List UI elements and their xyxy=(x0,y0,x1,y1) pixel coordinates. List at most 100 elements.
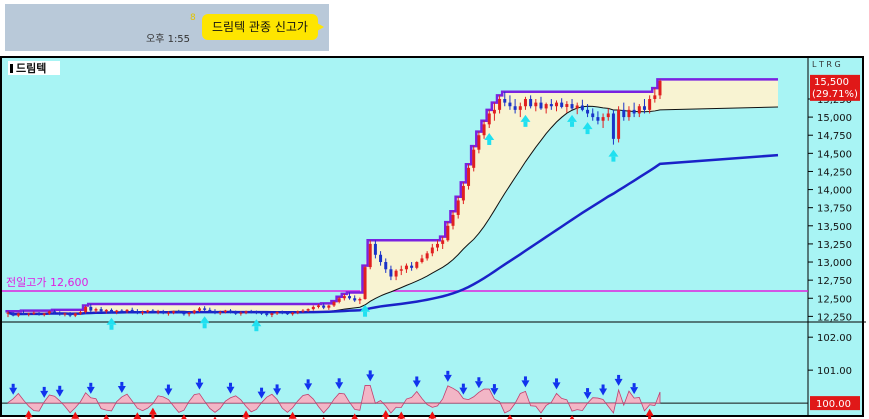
candle-body xyxy=(348,296,351,298)
candle-body xyxy=(431,248,434,254)
candle-body xyxy=(607,113,610,117)
message-time: 오후 1:55 xyxy=(146,30,190,45)
candle-body xyxy=(126,310,129,311)
candle-body xyxy=(565,104,568,107)
candle-body xyxy=(100,309,103,311)
arrow-up-icon xyxy=(568,415,576,419)
candle-body xyxy=(395,271,398,277)
candle-body xyxy=(483,124,486,135)
candle-body xyxy=(571,104,574,108)
arrow-down-stem xyxy=(617,375,620,379)
candle-body xyxy=(627,110,630,117)
candle-body xyxy=(17,313,20,315)
candle-body xyxy=(219,312,222,313)
arrow-down-icon xyxy=(87,387,95,394)
signal-arrow-up-icon xyxy=(608,150,618,157)
candle-body xyxy=(250,311,253,312)
arrow-up-icon xyxy=(351,413,359,419)
candle-body xyxy=(255,312,258,313)
signal-arrow-up-icon xyxy=(251,319,261,326)
arrow-down-stem xyxy=(58,386,61,390)
candle-body xyxy=(89,307,92,311)
signal-arrow-up-icon xyxy=(200,316,210,323)
price-tick-label: 14,500 xyxy=(817,149,852,160)
candle-body xyxy=(405,266,408,270)
candle-body xyxy=(79,312,82,313)
candle-body xyxy=(467,168,470,186)
candle-body xyxy=(462,186,465,200)
arrow-down-stem xyxy=(338,378,341,382)
candle-body xyxy=(213,311,216,312)
candle-body xyxy=(286,313,289,314)
arrow-down-icon xyxy=(444,375,452,382)
arrow-down-icon xyxy=(599,388,607,395)
candle-body xyxy=(265,313,268,314)
candle-body xyxy=(653,95,656,99)
arrow-down-icon xyxy=(118,386,126,393)
cloud-area xyxy=(8,79,778,314)
candle-body xyxy=(519,106,522,110)
candle-body xyxy=(503,99,506,103)
candle-body xyxy=(245,311,248,312)
arrow-up-icon xyxy=(646,409,654,416)
candle-body xyxy=(498,99,501,110)
candle-body xyxy=(188,313,191,314)
candle-body xyxy=(633,110,636,114)
arrow-up-icon xyxy=(506,414,514,419)
candle-body xyxy=(602,117,605,121)
chat-message-bubble[interactable]: 드림텍 관종 신고가 xyxy=(202,14,318,40)
arrow-down-icon xyxy=(459,388,467,395)
candle-body xyxy=(560,103,563,107)
candle-body xyxy=(477,135,480,149)
candle-body xyxy=(203,308,206,309)
arrow-down-stem xyxy=(602,384,605,388)
arrow-down-icon xyxy=(164,389,172,396)
candle-body xyxy=(177,311,180,312)
candle-body xyxy=(648,99,651,110)
stock-chart[interactable]: L T R G12,25012,50012,75013,00013,25013,… xyxy=(2,58,866,419)
arrow-down-stem xyxy=(229,383,232,387)
price-tick-label: 14,000 xyxy=(817,186,852,197)
candle-body xyxy=(53,311,56,312)
candle-body xyxy=(281,312,284,313)
candle-body xyxy=(358,299,361,300)
candle-body xyxy=(612,113,615,138)
arrow-down-stem xyxy=(415,376,418,380)
candle-body xyxy=(617,110,620,139)
candle-body xyxy=(508,103,511,107)
candle-body xyxy=(338,298,341,302)
candle-body xyxy=(514,106,517,110)
candle-body xyxy=(317,306,320,307)
candle-body xyxy=(410,266,413,268)
signal-arrow-stem xyxy=(611,157,615,162)
candle-body xyxy=(172,311,175,312)
arrow-down-icon xyxy=(304,383,312,390)
signal-arrow-up-icon xyxy=(583,122,593,129)
candle-body xyxy=(333,302,336,306)
price-tick-label: 12,750 xyxy=(817,276,852,287)
candle-body xyxy=(162,311,165,313)
arrow-down-stem xyxy=(307,379,310,383)
arrow-down-stem xyxy=(369,370,372,374)
arrow-down-icon xyxy=(521,380,529,387)
candle-body xyxy=(581,106,584,110)
candle-body xyxy=(436,244,439,248)
candle-body xyxy=(420,258,423,262)
candle-body xyxy=(586,110,589,114)
signal-arrow-stem xyxy=(363,312,367,317)
candle-body xyxy=(591,113,594,117)
candle-body xyxy=(307,309,310,310)
candle-body xyxy=(524,99,527,106)
arrow-down-stem xyxy=(524,376,527,380)
signal-arrow-up-icon xyxy=(567,115,577,122)
signal-arrow-stem xyxy=(487,140,491,145)
candle-body xyxy=(426,253,429,258)
candle-body xyxy=(596,117,599,121)
indicator-tick-label: 101.00 xyxy=(817,366,852,377)
candle-body xyxy=(415,262,418,268)
signal-arrow-stem xyxy=(203,323,207,328)
arrow-down-stem xyxy=(167,385,170,389)
arrow-up-icon xyxy=(180,414,188,419)
candle-body xyxy=(12,313,15,316)
